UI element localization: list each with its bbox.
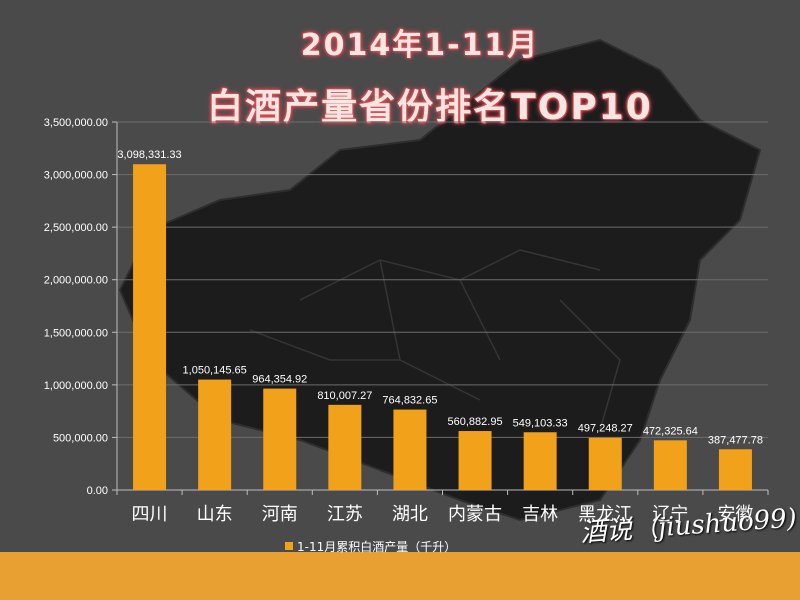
x-tick-label: 河南 bbox=[262, 504, 298, 525]
y-tick-label: 2,000,000.00 bbox=[44, 275, 108, 287]
x-tick-label: 山东 bbox=[197, 504, 233, 525]
bar bbox=[458, 431, 492, 490]
bar bbox=[393, 409, 427, 490]
bar bbox=[133, 164, 167, 490]
data-label: 3,098,331.33 bbox=[117, 149, 181, 161]
y-tick-label: 0.00 bbox=[87, 485, 108, 497]
chart-title-line2: 白酒产量省份排名TOP10 bbox=[207, 87, 653, 128]
bottom-band bbox=[0, 552, 800, 600]
bar bbox=[718, 449, 752, 490]
data-label: 560,882.95 bbox=[448, 416, 503, 428]
data-label: 497,248.27 bbox=[578, 423, 633, 435]
data-label: 549,103.33 bbox=[513, 417, 568, 429]
bar bbox=[653, 440, 687, 490]
bar bbox=[263, 388, 297, 490]
y-tick-label: 3,500,000.00 bbox=[44, 117, 108, 129]
data-label: 472,325.64 bbox=[643, 425, 698, 437]
data-label: 964,354.92 bbox=[252, 374, 307, 386]
data-label: 1,050,145.65 bbox=[183, 365, 247, 377]
y-tick-label: 3,000,000.00 bbox=[44, 170, 108, 182]
bar bbox=[588, 437, 622, 490]
x-tick-label: 黑龙江 bbox=[578, 504, 632, 525]
y-tick-label: 500,000.00 bbox=[53, 432, 108, 444]
y-tick-label: 2,500,000.00 bbox=[44, 222, 108, 234]
x-tick-label: 湖北 bbox=[392, 504, 428, 525]
x-tick-label: 吉林 bbox=[522, 504, 558, 525]
x-tick-label: 安徽 bbox=[717, 504, 753, 525]
x-tick-label: 四川 bbox=[132, 504, 168, 525]
x-tick-label: 内蒙古 bbox=[448, 504, 502, 525]
bar bbox=[198, 379, 232, 490]
x-tick-label: 江苏 bbox=[327, 504, 363, 525]
legend: 1-11月累积白酒产量（千升） bbox=[285, 536, 456, 556]
bar bbox=[328, 404, 362, 490]
legend-label: 1-11月累积白酒产量（千升） bbox=[297, 539, 457, 554]
x-tick-label: 辽宁 bbox=[652, 504, 688, 525]
data-label: 764,832.65 bbox=[382, 395, 437, 407]
data-label: 387,477.78 bbox=[708, 434, 763, 446]
y-tick-label: 1,000,000.00 bbox=[44, 380, 108, 392]
y-tick-label: 1,500,000.00 bbox=[44, 327, 108, 339]
legend-swatch bbox=[285, 542, 293, 550]
chart-title-line1: 2014年1-11月 bbox=[300, 28, 540, 63]
bar bbox=[523, 432, 557, 490]
data-label: 810,007.27 bbox=[317, 390, 372, 402]
